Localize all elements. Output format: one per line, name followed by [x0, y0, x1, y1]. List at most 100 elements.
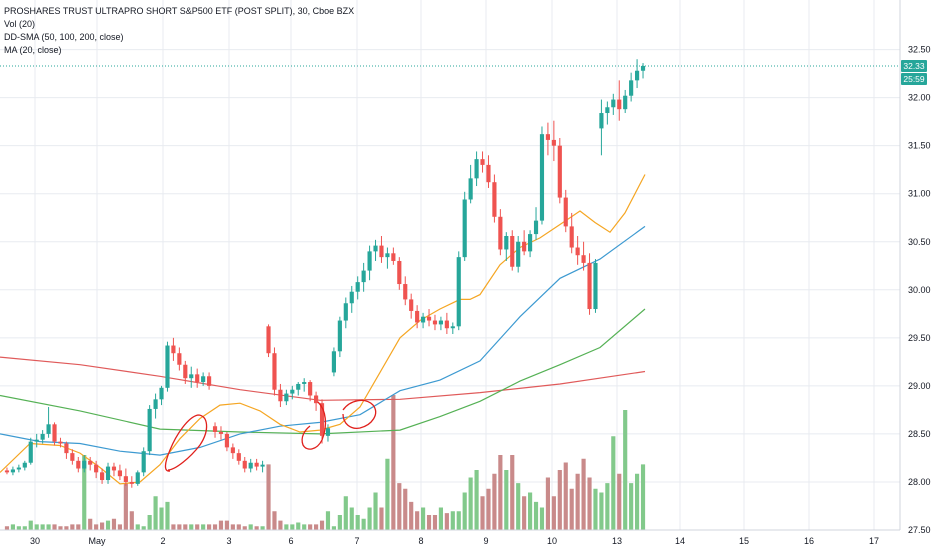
volume-bar: [207, 524, 212, 530]
x-tick-label: May: [88, 536, 106, 546]
volume-bar: [88, 518, 93, 530]
volume-bar: [319, 520, 325, 530]
candle-body: [254, 462, 259, 467]
volume-bar: [10, 524, 15, 530]
volume-bar: [105, 520, 111, 530]
volume-bar: [462, 492, 467, 530]
volume-bar: [325, 511, 331, 530]
y-tick-label: 32.50: [908, 45, 931, 55]
candles: [4, 59, 646, 488]
volume-bar: [426, 515, 432, 530]
candle-body: [438, 320, 443, 325]
volume-bar: [331, 526, 336, 530]
y-tick-label: 31.00: [908, 189, 931, 199]
candle-body: [40, 433, 45, 440]
volume-bar: [40, 524, 45, 530]
candle-body: [195, 374, 200, 383]
volume-bar: [117, 524, 122, 530]
candle-body: [367, 251, 372, 271]
grid: [0, 0, 900, 531]
x-tick-label: 3: [226, 536, 231, 546]
volume-bar: [183, 524, 188, 530]
candle-body: [10, 469, 15, 473]
volume-bar: [135, 524, 140, 530]
volume-bar: [575, 473, 580, 530]
candle-body: [207, 376, 212, 386]
candle-body: [16, 467, 21, 470]
volume-bar: [189, 524, 194, 530]
volume-bar: [510, 455, 515, 530]
volume-bar: [563, 462, 568, 530]
volume-bar: [212, 524, 218, 530]
candle-body: [593, 262, 598, 310]
candle-body: [308, 382, 313, 396]
volume-bar: [58, 526, 63, 530]
volume-bar: [70, 524, 75, 530]
x-tick-label: 10: [547, 536, 557, 546]
volume-bar: [52, 524, 57, 530]
volume-bar: [391, 395, 396, 530]
volume-bar: [177, 524, 182, 530]
candle-body: [391, 253, 396, 261]
volume-bar: [522, 496, 527, 530]
volume-bar: [16, 526, 21, 530]
candle-body: [171, 345, 176, 354]
candle-body: [403, 284, 408, 300]
x-axis-ticks: 30 May 2 3 6 7 8 9 10 13 14 15 16 17: [30, 536, 879, 546]
volume-bar: [290, 524, 295, 530]
volume-bar: [201, 524, 206, 530]
sma200-line: [0, 356, 646, 401]
candle-body: [58, 441, 63, 444]
candle-body: [355, 282, 360, 292]
volume-bar: [468, 477, 473, 530]
candle-body: [486, 164, 491, 183]
x-tick-label: 14: [675, 536, 685, 546]
candle-body: [105, 466, 111, 481]
y-tick-label: 31.50: [908, 141, 931, 151]
candle-body: [34, 439, 39, 442]
volume-bar: [218, 520, 224, 530]
volume-bar: [581, 458, 586, 530]
candle-body: [278, 389, 283, 402]
candle-body: [474, 159, 479, 179]
volume-bar: [272, 511, 277, 530]
volume-bar: [94, 524, 99, 530]
volume-bar: [385, 458, 390, 530]
volume-bar: [545, 477, 550, 530]
x-tick-label: 30: [30, 536, 40, 546]
volume-bar: [409, 501, 414, 530]
candle-body: [70, 453, 75, 461]
volume-bar: [605, 483, 610, 530]
x-tick-label: 6: [288, 536, 293, 546]
candle-body: [498, 216, 503, 250]
x-tick-label: 7: [354, 536, 359, 546]
candle-body: [111, 466, 117, 471]
candle-body: [480, 159, 485, 165]
volume-bar: [28, 520, 33, 530]
candle-body: [492, 182, 497, 217]
candle-body: [557, 145, 562, 198]
volume-bar: [551, 496, 556, 530]
volume-bar: [349, 507, 354, 530]
annotations: [164, 399, 377, 472]
volume-bar: [4, 526, 10, 530]
volume-bar: [629, 483, 634, 530]
candle-body: [640, 65, 646, 71]
volume-bar: [242, 526, 247, 530]
volume-bar: [379, 507, 384, 530]
volume-bar: [46, 524, 51, 530]
volume-bar: [147, 515, 152, 530]
candle-body: [563, 197, 568, 227]
volume-bar: [599, 492, 604, 530]
y-tick-label: 28.00: [908, 477, 931, 487]
candle-body: [224, 433, 229, 448]
candle-body: [611, 99, 616, 108]
candle-body: [551, 139, 556, 146]
candle-body: [617, 99, 622, 110]
candle-body: [46, 424, 51, 434]
volume-indicator-label: Vol (20): [4, 19, 36, 29]
candle-body: [64, 443, 69, 454]
candle-body: [88, 460, 93, 465]
candle-body: [635, 70, 640, 81]
